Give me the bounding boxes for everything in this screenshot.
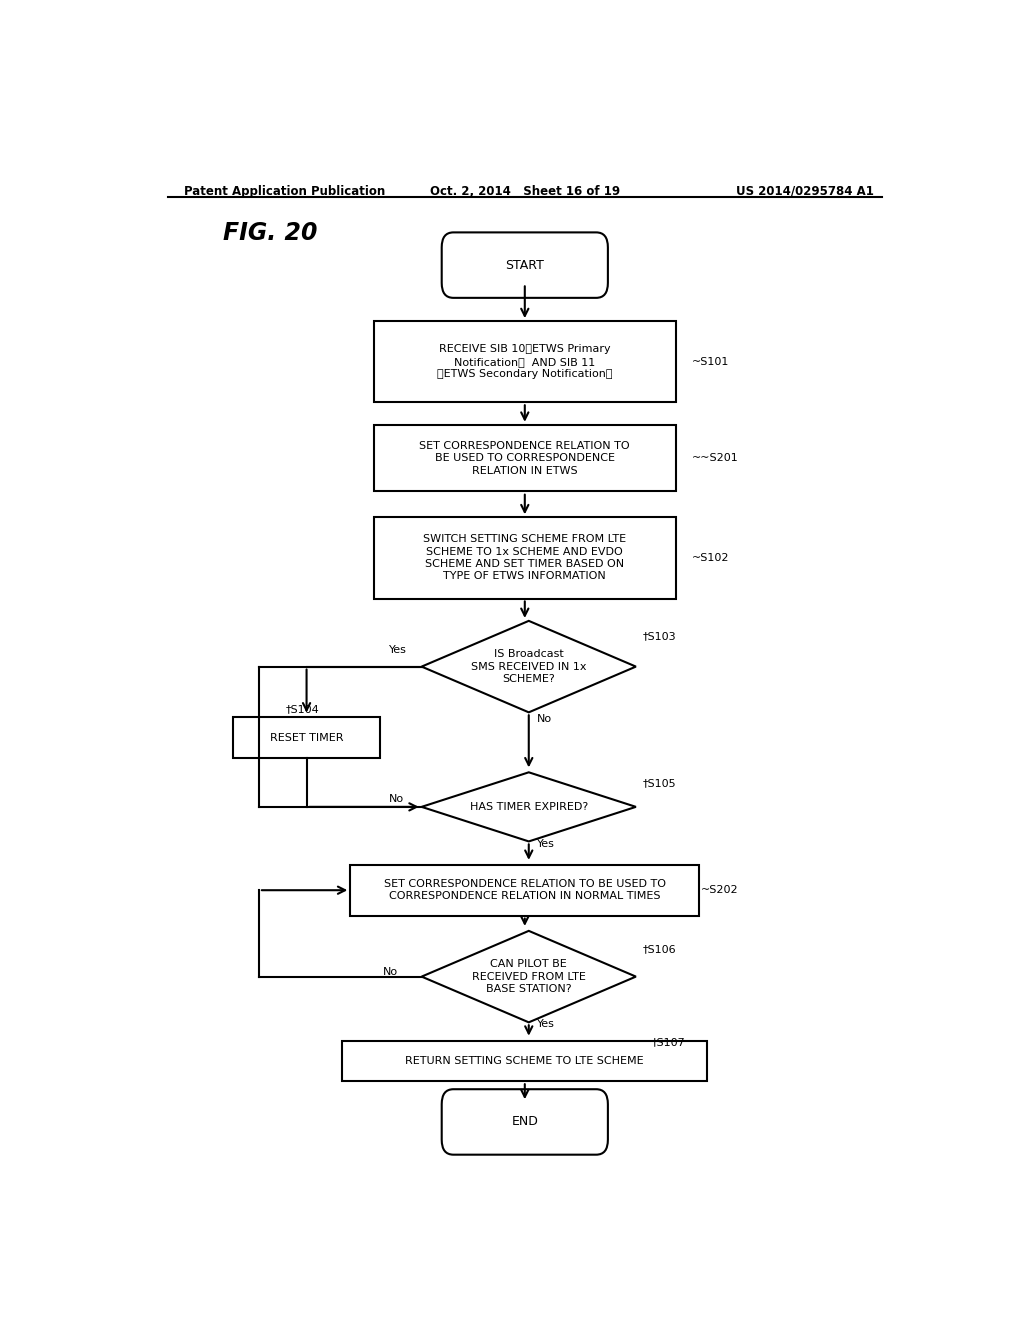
- Polygon shape: [422, 772, 636, 841]
- Bar: [374, 321, 676, 403]
- Text: No: No: [383, 966, 397, 977]
- Text: ~S102: ~S102: [691, 553, 729, 562]
- Text: SWITCH SETTING SCHEME FROM LTE
SCHEME TO 1x SCHEME AND EVDO
SCHEME AND SET TIMER: SWITCH SETTING SCHEME FROM LTE SCHEME TO…: [423, 535, 627, 581]
- Bar: [350, 865, 699, 916]
- Bar: [342, 1040, 708, 1081]
- Text: †S104: †S104: [286, 705, 319, 714]
- Text: †S103: †S103: [642, 631, 676, 642]
- Text: RECEIVE SIB 10（ETWS Primary
Notification）  AND SIB 11
（ETWS Secondary Notificati: RECEIVE SIB 10（ETWS Primary Notification…: [437, 345, 612, 379]
- Text: Yes: Yes: [537, 1019, 555, 1030]
- Text: US 2014/0295784 A1: US 2014/0295784 A1: [736, 185, 873, 198]
- Text: IS Broadcast
SMS RECEIVED IN 1x
SCHEME?: IS Broadcast SMS RECEIVED IN 1x SCHEME?: [471, 649, 587, 684]
- Text: Patent Application Publication: Patent Application Publication: [183, 185, 385, 198]
- Text: ~S202: ~S202: [701, 886, 738, 895]
- Text: No: No: [537, 714, 552, 725]
- Text: Oct. 2, 2014   Sheet 16 of 19: Oct. 2, 2014 Sheet 16 of 19: [430, 185, 620, 198]
- Bar: [374, 517, 676, 598]
- Text: Yes: Yes: [389, 645, 408, 655]
- Text: SET CORRESPONDENCE RELATION TO
BE USED TO CORRESPONDENCE
RELATION IN ETWS: SET CORRESPONDENCE RELATION TO BE USED T…: [420, 441, 630, 475]
- Text: CAN PILOT BE
RECEIVED FROM LTE
BASE STATION?: CAN PILOT BE RECEIVED FROM LTE BASE STAT…: [472, 960, 586, 994]
- Text: RESET TIMER: RESET TIMER: [269, 733, 343, 743]
- Text: †S105: †S105: [642, 779, 676, 788]
- Text: †S106: †S106: [642, 944, 676, 954]
- Text: RETURN SETTING SCHEME TO LTE SCHEME: RETURN SETTING SCHEME TO LTE SCHEME: [406, 1056, 644, 1067]
- Text: ~S101: ~S101: [691, 356, 729, 367]
- Text: †S107: †S107: [652, 1038, 685, 1048]
- Polygon shape: [422, 931, 636, 1022]
- Text: FIG. 20: FIG. 20: [223, 222, 317, 246]
- Text: No: No: [389, 793, 404, 804]
- FancyBboxPatch shape: [441, 1089, 608, 1155]
- Polygon shape: [422, 620, 636, 713]
- FancyBboxPatch shape: [441, 232, 608, 298]
- Text: Yes: Yes: [537, 840, 555, 850]
- Bar: [374, 425, 676, 491]
- Text: ~~S201: ~~S201: [691, 453, 738, 463]
- Text: HAS TIMER EXPIRED?: HAS TIMER EXPIRED?: [470, 801, 588, 812]
- Text: SET CORRESPONDENCE RELATION TO BE USED TO
CORRESPONDENCE RELATION IN NORMAL TIME: SET CORRESPONDENCE RELATION TO BE USED T…: [384, 879, 666, 902]
- Bar: [233, 718, 380, 758]
- Text: END: END: [511, 1115, 539, 1129]
- Text: START: START: [506, 259, 544, 272]
